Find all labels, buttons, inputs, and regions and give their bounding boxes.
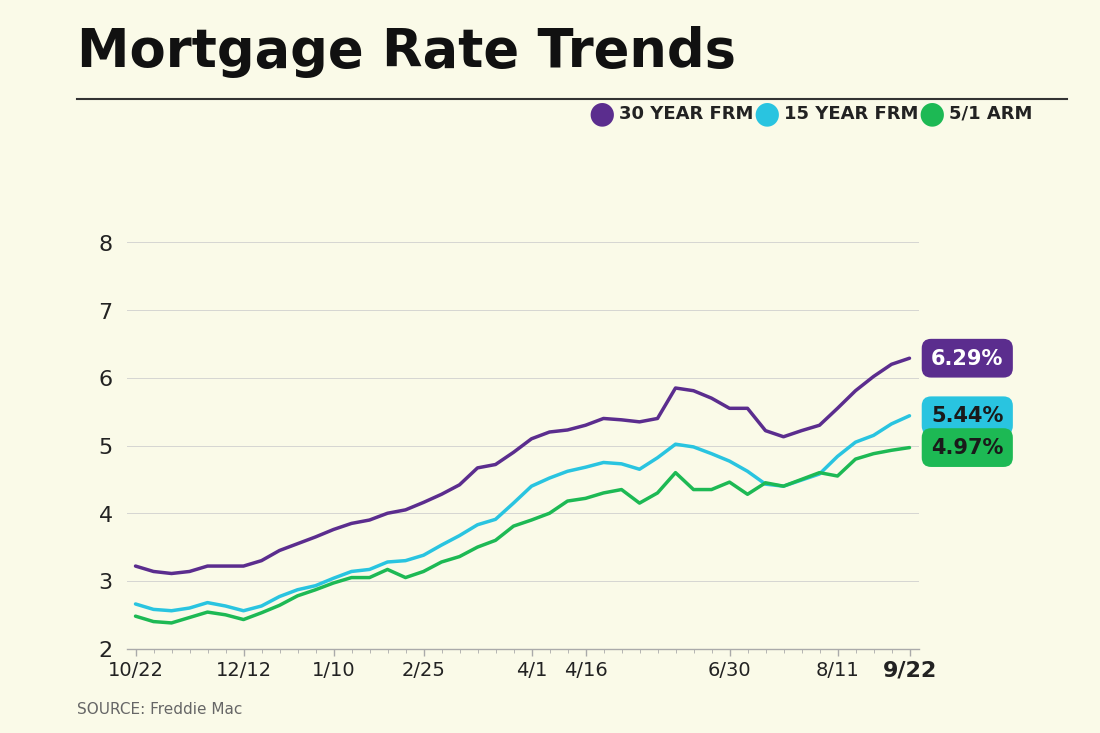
Text: 5/1 ARM: 5/1 ARM <box>949 105 1033 122</box>
Text: 15 YEAR FRM: 15 YEAR FRM <box>784 105 918 122</box>
Text: Mortgage Rate Trends: Mortgage Rate Trends <box>77 26 736 78</box>
Text: ●: ● <box>754 99 780 128</box>
Text: ●: ● <box>588 99 615 128</box>
Text: 30 YEAR FRM: 30 YEAR FRM <box>619 105 754 122</box>
Text: 4.97%: 4.97% <box>931 438 1003 457</box>
Text: 6.29%: 6.29% <box>931 348 1003 369</box>
Text: SOURCE: Freddie Mac: SOURCE: Freddie Mac <box>77 702 242 717</box>
Text: 5.44%: 5.44% <box>931 406 1003 426</box>
Text: ●: ● <box>918 99 945 128</box>
